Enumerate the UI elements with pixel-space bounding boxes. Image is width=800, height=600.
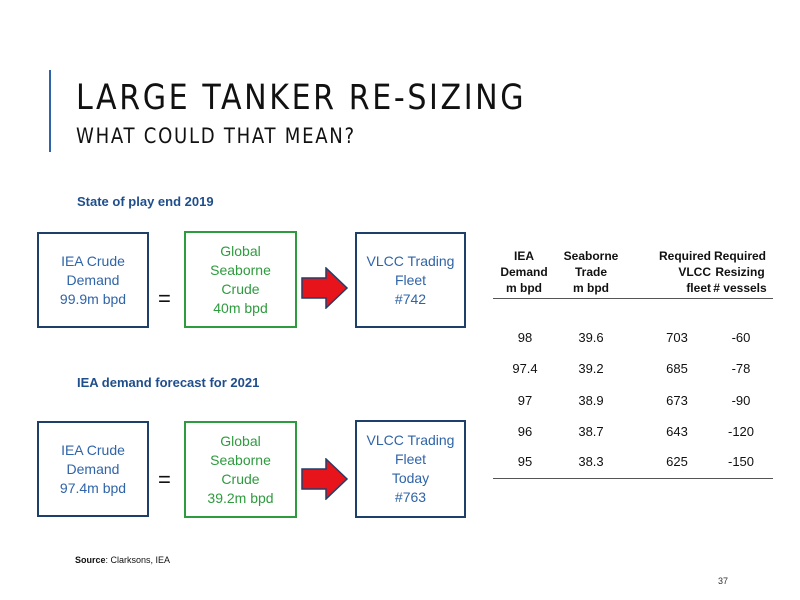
header-line: m bpd (506, 281, 542, 295)
seaborne-box-2021: Global Seaborne Crude 39.2m bpd (184, 421, 297, 518)
table-row: 96 38.7 643 -120 (493, 418, 773, 448)
cell-demand: 95 (517, 454, 533, 469)
header-line: Required (658, 249, 711, 263)
source-text: : Clarksons, IEA (105, 555, 171, 565)
table-header: IEA Demand m bpd Seaborne Trade m bpd Re… (493, 234, 773, 299)
section-label-2019: State of play end 2019 (77, 194, 214, 209)
source-label: Source (75, 555, 106, 565)
equals-sign-2019: = (158, 286, 171, 311)
cell-fleet: 625 (666, 454, 688, 469)
equals-sign-2021: = (158, 467, 171, 492)
seaborne-line-4: 40m bpd (213, 299, 268, 316)
section-label-2021: IEA demand forecast for 2021 (77, 375, 260, 390)
title-accent-bar (49, 70, 51, 152)
cell-fleet: 703 (666, 330, 688, 345)
fleet-line-1: VLCC Trading (366, 252, 455, 269)
seaborne-line-1: Global (220, 432, 261, 449)
cell-fleet: 685 (666, 361, 688, 376)
seaborne-line-2: Seaborne (210, 261, 271, 278)
right-arrow-icon (301, 267, 349, 309)
fleet-line-3: Today (391, 470, 430, 486)
cell-demand: 98 (517, 330, 533, 345)
header-line: fleet (686, 281, 711, 295)
demand-box-2021: IEA Crude Demand 97.4m bpd (37, 421, 149, 517)
demand-line-2: Demand (66, 460, 120, 477)
header-iea-demand: IEA Demand m bpd (493, 248, 555, 296)
header-line: Trade (574, 265, 607, 279)
header-line: Required (713, 249, 766, 263)
cell-fleet: 643 (666, 424, 688, 439)
cell-resizing: -60 (731, 330, 751, 345)
cell-demand: 96 (517, 424, 533, 439)
fleet-line-2: Fleet (394, 451, 427, 467)
cell-resizing: -150 (727, 454, 755, 469)
header-line: IEA (513, 249, 534, 263)
header-line: Demand (500, 265, 548, 279)
cell-trade: 38.7 (578, 424, 604, 439)
seaborne-line-4: 39.2m bpd (207, 489, 274, 506)
demand-line-1: IEA Crude (61, 441, 125, 458)
demand-line-2: Demand (66, 271, 120, 288)
fleet-line-3: #742 (394, 290, 427, 307)
slide-title: LARGE TANKER RE-SIZING (76, 78, 527, 118)
fleet-box-2021: VLCC Trading Fleet Today #763 (355, 420, 466, 518)
table-row: 95 38.3 625 -150 (493, 448, 773, 479)
cell-resizing: -78 (731, 361, 751, 376)
cell-trade: 38.3 (578, 454, 604, 469)
seaborne-line-3: Crude (221, 280, 260, 297)
page-number: 37 (718, 576, 729, 586)
header-line: Seaborne (563, 249, 619, 263)
demand-line-1: IEA Crude (61, 252, 125, 269)
slide-subtitle: WHAT COULD THAT MEAN? (76, 124, 356, 148)
header-line: Resizing (715, 265, 765, 279)
cell-trade: 38.9 (578, 393, 604, 408)
fleet-line-1: VLCC Trading (366, 432, 455, 448)
header-line: m bpd (573, 281, 609, 295)
fleet-line-2: Fleet (394, 271, 427, 288)
cell-trade: 39.6 (578, 330, 604, 345)
demand-box-2019: IEA Crude Demand 99.9m bpd (37, 232, 149, 328)
cell-resizing: -90 (731, 393, 751, 408)
seaborne-line-2: Seaborne (210, 451, 271, 468)
table-row: 97 38.9 673 -90 (493, 387, 773, 417)
demand-line-3: 99.9m bpd (59, 290, 127, 307)
seaborne-line-3: Crude (221, 470, 260, 487)
fleet-line-4: #763 (394, 489, 427, 505)
cell-fleet: 673 (666, 393, 688, 408)
table-row: 97.4 39.2 685 -78 (493, 355, 773, 385)
cell-demand: 97.4 (512, 361, 538, 376)
cell-trade: 39.2 (578, 361, 604, 376)
cell-resizing: -120 (727, 424, 755, 439)
header-required-fleet: Required VLCC fleet (641, 248, 711, 296)
header-line: # vessels (713, 281, 767, 295)
table-row: 98 39.6 703 -60 (493, 324, 773, 354)
cell-demand: 97 (517, 393, 533, 408)
fleet-box-2019: VLCC Trading Fleet #742 (355, 232, 466, 328)
source-note: Source: Clarksons, IEA (75, 555, 170, 565)
seaborne-box-2019: Global Seaborne Crude 40m bpd (184, 231, 297, 328)
header-seaborne-trade: Seaborne Trade m bpd (555, 248, 627, 296)
header-line: VLCC (678, 265, 711, 279)
seaborne-line-1: Global (220, 242, 261, 259)
right-arrow-icon (301, 458, 349, 500)
header-required-resizing: Required Resizing # vessels (707, 248, 773, 296)
demand-line-3: 97.4m bpd (59, 479, 127, 496)
